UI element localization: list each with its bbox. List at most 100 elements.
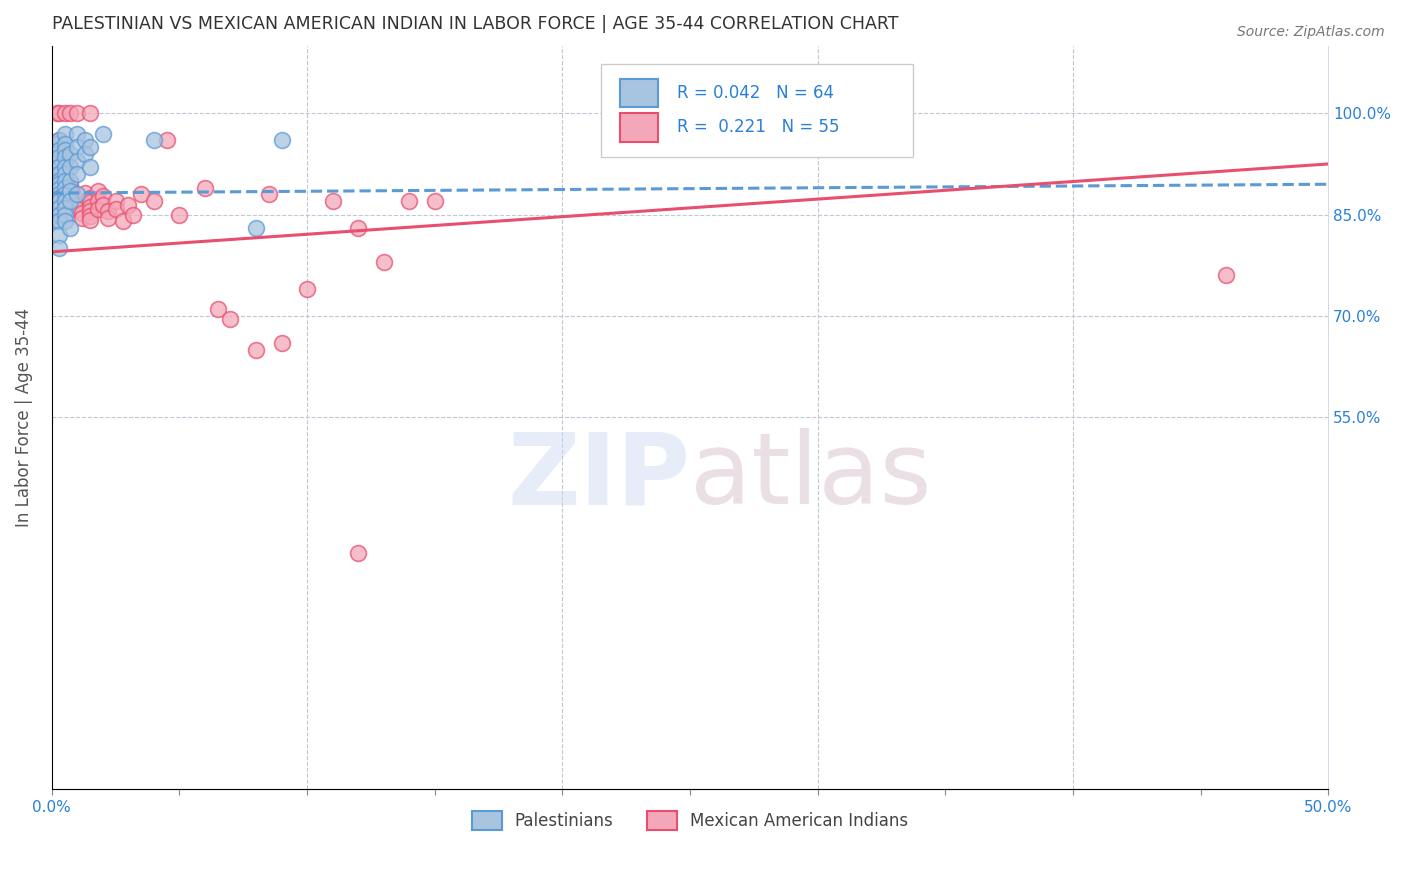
Point xyxy=(59,174,82,188)
Point xyxy=(48,174,70,188)
Point xyxy=(257,187,280,202)
Point xyxy=(66,193,89,207)
Point xyxy=(53,146,76,161)
Point xyxy=(60,188,83,202)
Point xyxy=(79,191,101,205)
Point xyxy=(53,150,76,164)
Point xyxy=(53,170,76,185)
FancyBboxPatch shape xyxy=(620,113,658,142)
Point xyxy=(72,206,94,220)
Point xyxy=(53,127,76,141)
Point xyxy=(45,174,67,188)
Point xyxy=(66,153,89,168)
Point xyxy=(79,161,101,175)
Point xyxy=(86,194,108,208)
Point xyxy=(48,133,70,147)
Point xyxy=(45,187,67,202)
Point xyxy=(48,227,70,242)
Text: R = 0.042   N = 64: R = 0.042 N = 64 xyxy=(678,84,834,103)
Point xyxy=(48,144,70,158)
Point xyxy=(142,194,165,208)
Point xyxy=(66,197,89,211)
Text: PALESTINIAN VS MEXICAN AMERICAN INDIAN IN LABOR FORCE | AGE 35-44 CORRELATION CH: PALESTINIAN VS MEXICAN AMERICAN INDIAN I… xyxy=(52,15,898,33)
Point xyxy=(59,161,82,175)
Point xyxy=(59,221,82,235)
Point xyxy=(73,186,96,200)
Point xyxy=(48,187,70,202)
Point xyxy=(45,167,67,181)
Point xyxy=(45,194,67,208)
Legend: Palestinians, Mexican American Indians: Palestinians, Mexican American Indians xyxy=(465,804,915,837)
Point xyxy=(156,133,179,147)
Point xyxy=(48,214,70,228)
Text: ZIP: ZIP xyxy=(508,428,690,525)
Point xyxy=(45,146,67,161)
Point xyxy=(53,161,76,175)
Point xyxy=(169,208,191,222)
Point xyxy=(79,195,101,210)
Point xyxy=(1215,268,1237,283)
Point xyxy=(97,211,120,225)
Point xyxy=(322,194,344,208)
Point xyxy=(79,209,101,223)
Point xyxy=(53,180,76,194)
Point xyxy=(122,208,145,222)
Point xyxy=(142,133,165,147)
Point xyxy=(79,106,101,120)
Point xyxy=(194,180,217,194)
Point xyxy=(73,146,96,161)
Point xyxy=(66,202,89,217)
Point xyxy=(86,184,108,198)
Point xyxy=(66,167,89,181)
Point xyxy=(53,174,76,188)
Point xyxy=(45,191,67,205)
Point xyxy=(45,161,67,175)
Point xyxy=(423,194,446,208)
Point xyxy=(48,161,70,175)
Point xyxy=(104,194,127,208)
Point xyxy=(48,133,70,147)
Point xyxy=(45,201,67,215)
Point xyxy=(112,214,135,228)
Point xyxy=(373,255,395,269)
Point xyxy=(45,208,67,222)
Point xyxy=(79,213,101,227)
Point xyxy=(245,343,267,357)
Point xyxy=(48,150,70,164)
Point xyxy=(45,197,67,211)
Point xyxy=(97,204,120,219)
Point xyxy=(45,106,67,120)
Point xyxy=(219,312,242,326)
Point xyxy=(45,180,67,194)
Point xyxy=(53,167,76,181)
Point xyxy=(53,144,76,158)
Point xyxy=(48,106,70,120)
Point xyxy=(53,201,76,215)
Point xyxy=(48,201,70,215)
Y-axis label: In Labor Force | Age 35-44: In Labor Force | Age 35-44 xyxy=(15,308,32,527)
Point xyxy=(66,140,89,154)
Point xyxy=(91,127,114,141)
Point xyxy=(245,221,267,235)
Point xyxy=(73,133,96,147)
Point xyxy=(270,133,292,147)
Point xyxy=(129,187,152,202)
Point xyxy=(59,106,82,120)
Point xyxy=(79,200,101,214)
Point xyxy=(48,194,70,208)
Point xyxy=(53,214,76,228)
Point xyxy=(72,211,94,225)
Point xyxy=(59,146,82,161)
FancyBboxPatch shape xyxy=(600,64,914,157)
Point xyxy=(295,282,318,296)
Point xyxy=(347,546,370,560)
Point xyxy=(48,182,70,196)
Point xyxy=(53,161,76,175)
Point xyxy=(53,187,76,202)
Point xyxy=(45,184,67,198)
Point xyxy=(117,197,139,211)
Point xyxy=(48,167,70,181)
Point xyxy=(66,187,89,202)
Point xyxy=(53,136,76,151)
Point xyxy=(398,194,420,208)
